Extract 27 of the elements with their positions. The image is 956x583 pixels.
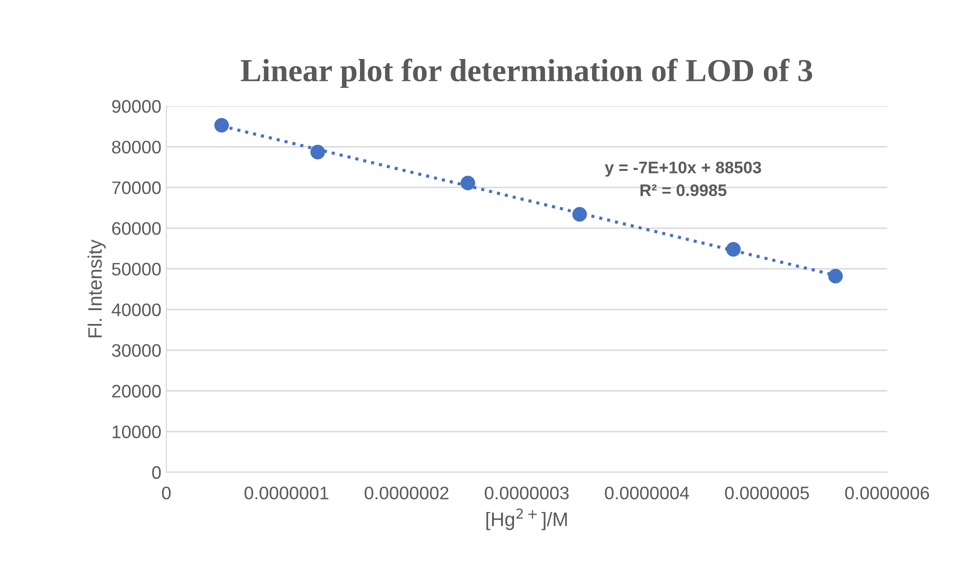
y-tick-label: 50000: [112, 262, 161, 276]
annotation: y = -7E+10x + 88503 R² = 0.9985: [604, 162, 762, 196]
y-axis-title: Fl. Intensity: [88, 239, 106, 338]
x-tick-label: 0: [162, 486, 171, 500]
y-tick-label: 0: [152, 466, 161, 479]
x-tick-label: 0.0000004: [604, 486, 690, 500]
y-tick-label: 60000: [112, 222, 161, 235]
y-tick-label: 80000: [112, 140, 161, 154]
x-tick-label: 0.0000006: [845, 486, 930, 500]
chart-title: Linear plot for determination of LOD of 3: [240, 58, 812, 88]
point: [310, 144, 325, 160]
point: [460, 176, 476, 190]
y-tick-label: 90000: [112, 100, 161, 113]
point: [214, 118, 229, 133]
x-tick-label: 0.0000005: [725, 486, 809, 500]
y-tick-label: 10000: [112, 425, 161, 438]
x-tick-label: 0.0000001: [244, 486, 328, 500]
y-tick-label: 20000: [112, 384, 161, 398]
x-tick-label: 0.0000002: [364, 486, 448, 500]
x-axis-title: [Hg$^{2+}$]/M: [486, 508, 567, 530]
y-tick-label: 40000: [112, 303, 161, 316]
point: [726, 242, 741, 257]
point: [828, 268, 843, 284]
x-tick-label: 0.0000003: [484, 486, 569, 500]
y-tick-label: 70000: [112, 181, 161, 194]
point: [572, 207, 587, 222]
y-tick-label: 30000: [112, 344, 161, 357]
